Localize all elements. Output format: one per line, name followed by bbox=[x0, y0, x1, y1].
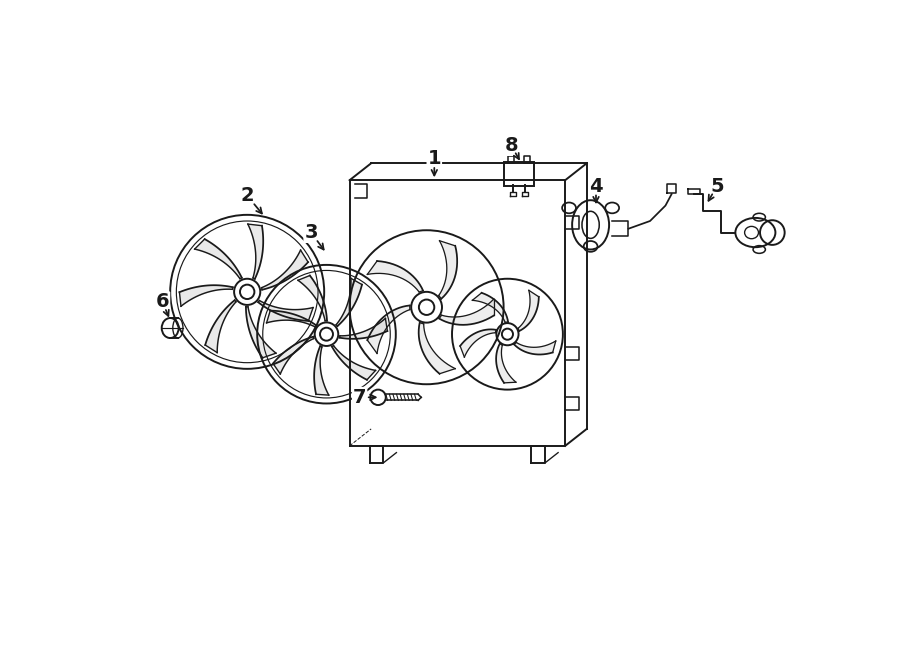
Polygon shape bbox=[205, 300, 236, 352]
Polygon shape bbox=[367, 305, 410, 354]
Polygon shape bbox=[248, 224, 263, 279]
Polygon shape bbox=[194, 239, 242, 279]
Text: 2: 2 bbox=[240, 186, 254, 205]
Polygon shape bbox=[262, 250, 308, 290]
Text: 7: 7 bbox=[353, 388, 366, 407]
Polygon shape bbox=[339, 319, 387, 339]
Polygon shape bbox=[514, 341, 556, 354]
Polygon shape bbox=[179, 285, 233, 306]
Polygon shape bbox=[298, 276, 327, 321]
Polygon shape bbox=[266, 311, 316, 327]
Polygon shape bbox=[439, 299, 494, 325]
Text: 8: 8 bbox=[505, 136, 518, 155]
Polygon shape bbox=[337, 278, 362, 326]
Polygon shape bbox=[418, 323, 455, 373]
Text: 1: 1 bbox=[428, 149, 441, 168]
Polygon shape bbox=[273, 336, 314, 374]
Text: 6: 6 bbox=[156, 292, 169, 311]
Polygon shape bbox=[314, 346, 328, 395]
Polygon shape bbox=[439, 241, 457, 299]
Text: 3: 3 bbox=[304, 223, 318, 242]
Polygon shape bbox=[496, 344, 516, 383]
Polygon shape bbox=[246, 307, 276, 358]
Polygon shape bbox=[518, 290, 539, 331]
Polygon shape bbox=[460, 329, 496, 357]
Text: 5: 5 bbox=[710, 177, 724, 196]
Polygon shape bbox=[367, 261, 423, 292]
Polygon shape bbox=[258, 301, 313, 321]
Polygon shape bbox=[472, 293, 508, 322]
Polygon shape bbox=[332, 346, 375, 380]
Text: 4: 4 bbox=[590, 177, 603, 196]
